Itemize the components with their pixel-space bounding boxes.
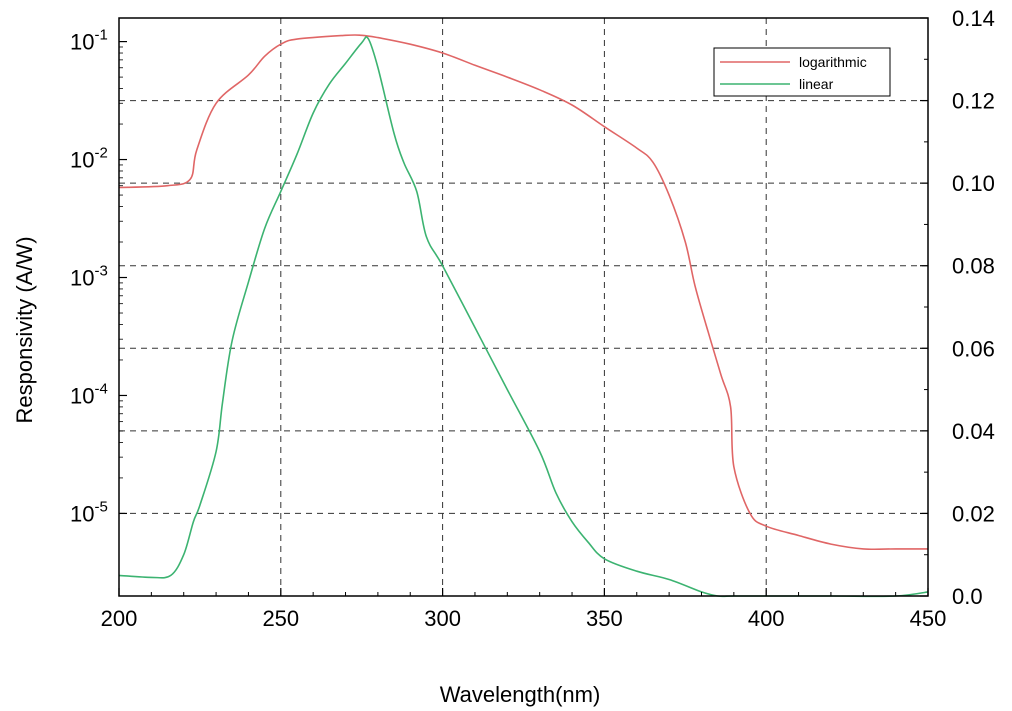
legend-label-logarithmic: logarithmic <box>799 54 867 70</box>
y-left-tick-label--3: 10-3 <box>70 263 108 291</box>
y-right-tick-label-0.14: 0.14 <box>952 6 995 31</box>
y-left-tick-label--5: 10-5 <box>70 498 108 526</box>
tick-layer <box>118 17 929 597</box>
y-right-tick-label-0.08: 0.08 <box>952 254 995 279</box>
legend-box <box>713 47 891 97</box>
y-left-tick-label--4: 10-4 <box>70 380 108 408</box>
x-tick-label-350: 350 <box>586 606 623 631</box>
y-right-tick-label-0.0: 0.0 <box>952 584 983 609</box>
x-tick-label-400: 400 <box>748 606 785 631</box>
series-layer <box>118 34 929 598</box>
legend-label-linear: linear <box>799 76 834 92</box>
series-line-logarithmic <box>118 34 928 551</box>
x-tick-label-450: 450 <box>910 606 947 631</box>
y-right-tick-label-0.04: 0.04 <box>952 419 995 444</box>
x-axis-title: Wavelength(nm) <box>440 682 601 707</box>
x-tick-label-200: 200 <box>101 606 138 631</box>
y-right-tick-label-0.06: 0.06 <box>952 336 995 361</box>
y-right-tick-label-0.12: 0.12 <box>952 89 995 114</box>
y-axis-title: Responsivity (A/W) <box>12 236 37 423</box>
legend: logarithmic linear <box>713 47 891 97</box>
series-line-linear <box>118 36 929 598</box>
y-left-tick-label--2: 10-2 <box>70 145 108 173</box>
y-left-tick-label--1: 10-1 <box>70 27 108 55</box>
y-right-tick-label-0.10: 0.10 <box>952 171 995 196</box>
x-tick-label-300: 300 <box>424 606 461 631</box>
grid-layer <box>119 18 928 596</box>
x-tick-label-250: 250 <box>262 606 299 631</box>
y-right-tick-label-0.02: 0.02 <box>952 501 995 526</box>
